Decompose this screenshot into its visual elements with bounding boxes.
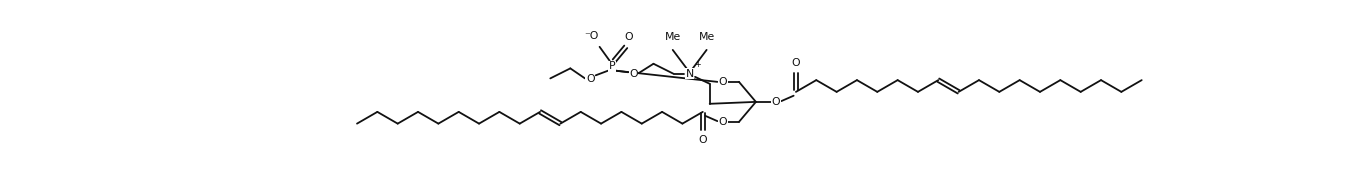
- Text: O: O: [698, 135, 706, 145]
- Text: O: O: [624, 32, 632, 42]
- Text: O: O: [772, 97, 780, 107]
- Text: ⁻O: ⁻O: [585, 31, 598, 41]
- Text: N: N: [686, 69, 694, 79]
- Text: Me: Me: [664, 32, 680, 42]
- Text: O: O: [630, 69, 638, 79]
- Text: O: O: [719, 117, 727, 127]
- Text: Me: Me: [698, 32, 715, 42]
- Text: O: O: [791, 58, 801, 68]
- Text: O: O: [719, 77, 727, 87]
- Text: O: O: [586, 74, 594, 84]
- Text: +: +: [694, 60, 701, 69]
- Text: P: P: [609, 61, 615, 71]
